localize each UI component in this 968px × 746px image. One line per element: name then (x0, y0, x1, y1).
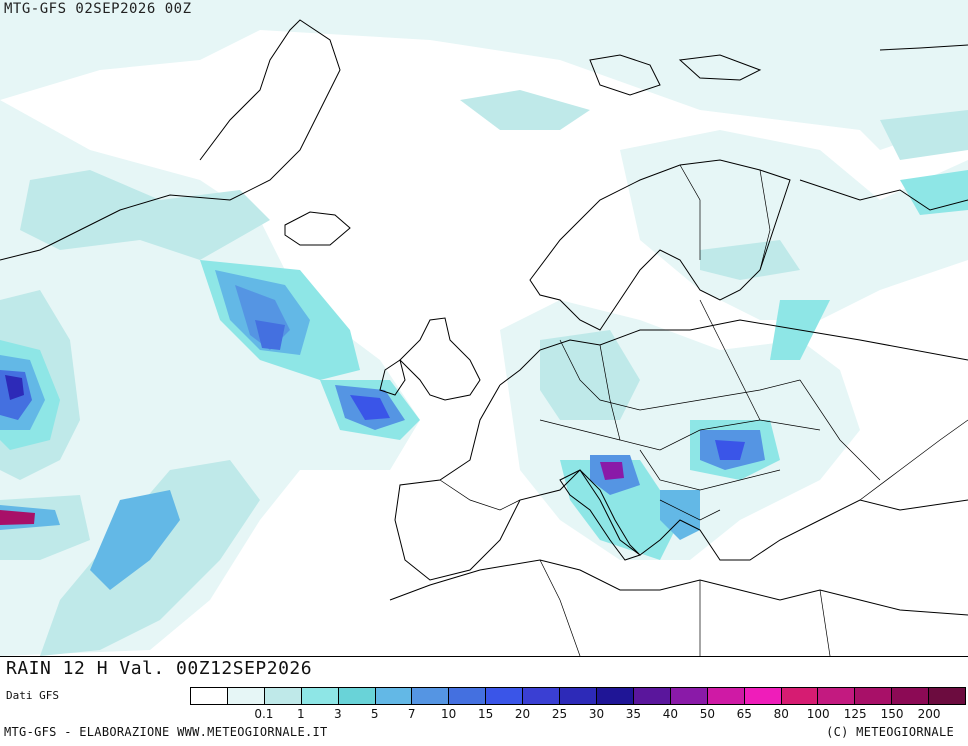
data-source: Dati GFS (6, 689, 59, 702)
legend-label: 80 (773, 707, 789, 721)
credits-left: MTG-GFS - ELABORAZIONE WWW.METEOGIORNALE… (4, 725, 328, 739)
legend-swatch (633, 688, 671, 704)
legend-label: 100 (806, 707, 830, 721)
legend-swatch (227, 688, 265, 704)
legend-labels: 0.1 1 3 5 7 10 15 20 25 30 35 40 50 65 80 100 125 150 200 (190, 707, 966, 723)
legend-swatch (264, 688, 302, 704)
legend-swatch (449, 688, 487, 704)
legend-label: 50 (699, 707, 715, 721)
legend-label: 0.1 (254, 707, 274, 721)
legend-label: 20 (514, 707, 531, 721)
legend-label: 200 (917, 707, 941, 721)
legend-swatch (338, 688, 376, 704)
legend-swatch (523, 688, 561, 704)
legend-label: 150 (880, 707, 904, 721)
legend-label: 30 (588, 707, 605, 721)
run-title: MTG-GFS 02SEP2026 00Z (4, 1, 192, 17)
legend-swatch (412, 688, 450, 704)
legend-swatch (596, 688, 634, 704)
legend-swatch (781, 688, 819, 704)
rain-map (0, 0, 968, 656)
legend-label: 125 (843, 707, 867, 721)
legend-swatch (744, 688, 782, 704)
legend-label: 7 (407, 707, 416, 721)
legend-swatch (375, 688, 413, 704)
legend-label: 10 (441, 707, 457, 721)
legend-label: 15 (477, 707, 494, 721)
borders (439, 164, 968, 656)
legend-label: 35 (625, 707, 642, 721)
legend-swatch (707, 688, 745, 704)
legend-label: 1 (297, 707, 305, 721)
coastlines (0, 19, 968, 616)
legend-swatch (855, 688, 893, 704)
legend-label: 5 (370, 707, 379, 721)
legend-label: 65 (736, 707, 752, 721)
map-canvas (0, 0, 968, 656)
legend-swatch (670, 688, 708, 704)
legend-label: 3 (333, 707, 342, 721)
legend-swatch (301, 688, 339, 704)
legend-swatch (818, 688, 856, 704)
legend-label: 40 (662, 707, 679, 721)
legend-label: 25 (551, 707, 568, 721)
legend-swatch (560, 688, 597, 704)
legend-swatch (892, 688, 930, 704)
credits-right: (C) METEOGIORNALE (826, 725, 954, 739)
legend-swatch (929, 688, 966, 704)
legend-colorbar (190, 687, 966, 705)
legend-swatch (191, 688, 228, 704)
map-caption: RAIN 12 H Val. 00Z12SEP2026 (6, 658, 313, 679)
legend-swatch (486, 688, 524, 704)
